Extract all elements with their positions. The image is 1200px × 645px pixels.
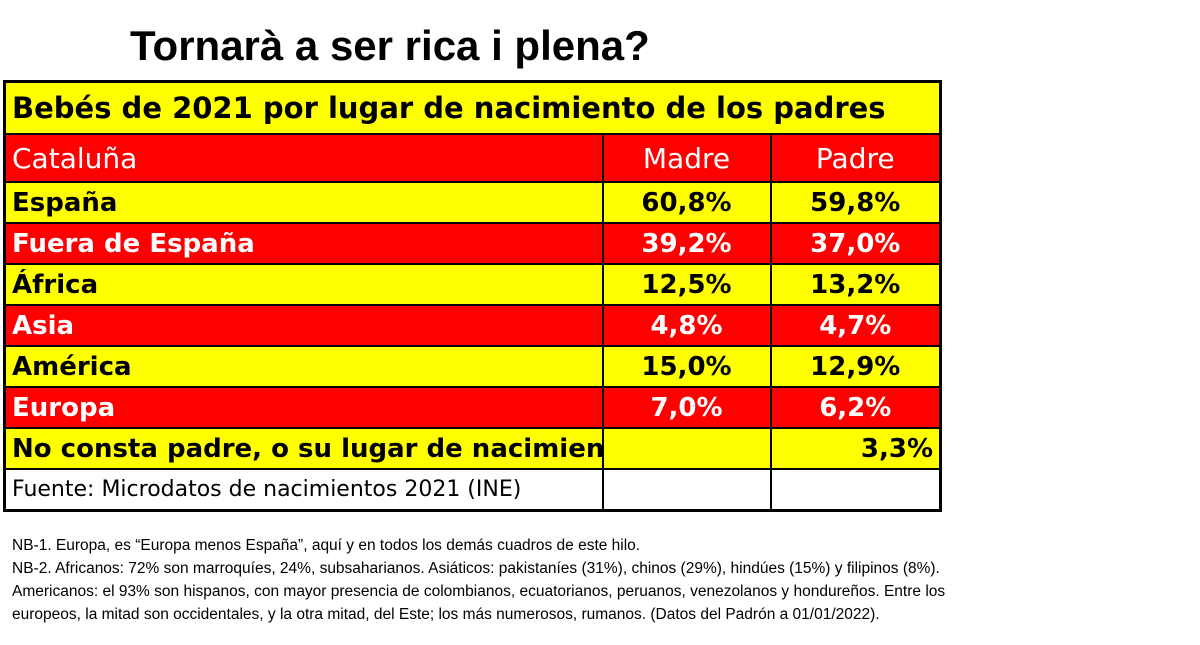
row-madre [601,427,772,470]
page-title: Tornarà a ser rica i plena? [130,22,650,69]
row-padre: 4,7% [769,304,942,347]
row-label: Asia [3,304,604,347]
header-region: Cataluña [3,133,604,183]
table-row: Europa 7,0% 6,2% [3,386,942,429]
header-padre: Padre [769,133,942,183]
table-caption: Bebés de 2021 por lugar de nacimiento de… [3,80,942,135]
table-row: América 15,0% 12,9% [3,345,942,388]
row-padre: 6,2% [769,386,942,429]
row-madre: 39,2% [601,222,772,265]
table-row: No consta padre, o su lugar de nacimient… [3,427,942,470]
row-madre: 12,5% [601,263,772,306]
row-label: Fuera de España [3,222,604,265]
row-madre: 15,0% [601,345,772,388]
row-madre: 60,8% [601,181,772,224]
row-padre: 3,3% [769,427,942,470]
row-label: No consta padre, o su lugar de nacimient… [3,427,604,470]
header-madre: Madre [601,133,772,183]
footnote-line: Americanos: el 93% son hispanos, con may… [12,583,946,600]
row-madre: 7,0% [601,386,772,429]
footnote-line: europeos, la mitad son occidentales, y l… [12,606,880,623]
births-table: Bebés de 2021 por lugar de nacimiento de… [3,80,943,512]
row-padre: 12,9% [769,345,942,388]
footnote-line: NB-2. Africanos: 72% son marroquíes, 24%… [12,560,940,577]
row-label: África [3,263,604,306]
footnote-line: NB-1. Europa, es “Europa menos España”, … [12,537,641,554]
source-row: Fuente: Microdatos de nacimientos 2021 (… [3,468,942,512]
table-header-row: Cataluña Madre Padre [3,133,942,183]
source-empty-cell [601,468,772,512]
source-note: Fuente: Microdatos de nacimientos 2021 (… [3,468,604,512]
table-row: Asia 4,8% 4,7% [3,304,942,347]
row-padre: 37,0% [769,222,942,265]
table-row: Fuera de España 39,2% 37,0% [3,222,942,265]
row-label: Europa [3,386,604,429]
source-empty-cell [769,468,942,512]
footnotes: NB-1. Europa, es “Europa menos España”, … [12,534,1192,626]
row-madre: 4,8% [601,304,772,347]
table-row: África 12,5% 13,2% [3,263,942,306]
row-padre: 59,8% [769,181,942,224]
table-row: España 60,8% 59,8% [3,181,942,224]
row-label: España [3,181,604,224]
row-label: América [3,345,604,388]
row-padre: 13,2% [769,263,942,306]
table-caption-row: Bebés de 2021 por lugar de nacimiento de… [3,80,942,135]
